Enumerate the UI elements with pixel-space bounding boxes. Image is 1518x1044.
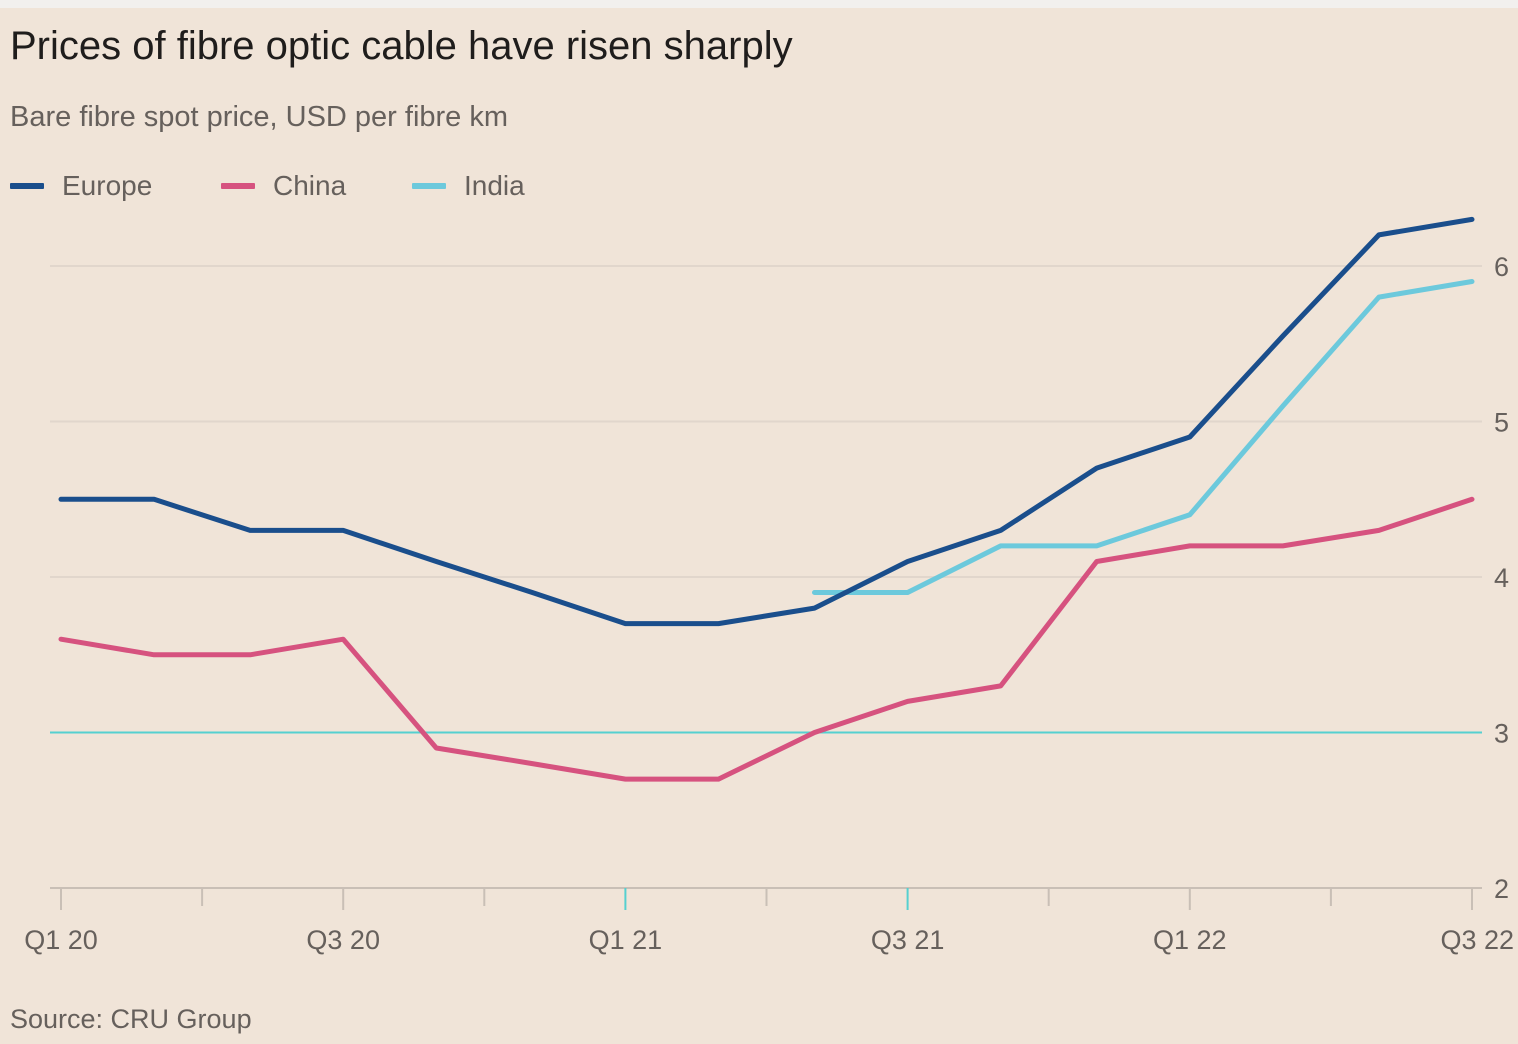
legend-swatch-india bbox=[412, 183, 446, 189]
legend-label-europe: Europe bbox=[62, 170, 153, 201]
legend-item-europe: Europe bbox=[10, 168, 152, 204]
y-tick-label-3: 3 bbox=[1494, 719, 1509, 749]
legend-label-china: China bbox=[273, 170, 347, 201]
series-line-india bbox=[812, 279, 1475, 595]
y-tick-label-5: 5 bbox=[1494, 408, 1509, 438]
chart-legend: Europe China India bbox=[10, 168, 910, 204]
legend-item-india: India bbox=[412, 168, 525, 204]
x-tick-label-q3-20: Q3 20 bbox=[306, 925, 380, 955]
legend-swatch-europe bbox=[10, 183, 44, 189]
series-line-europe bbox=[58, 216, 1475, 627]
top-bar bbox=[0, 0, 1518, 8]
y-tick-label-2: 2 bbox=[1494, 874, 1509, 904]
chart-title: Prices of fibre optic cable have risen s… bbox=[10, 24, 793, 68]
legend-item-china: China bbox=[221, 168, 346, 204]
x-tick-label-q1-22: Q1 22 bbox=[1153, 925, 1227, 955]
legend-label-india: India bbox=[464, 170, 525, 201]
x-tick-label-q1-21: Q1 21 bbox=[589, 925, 663, 955]
chart-source: Source: CRU Group bbox=[10, 1004, 252, 1034]
x-tick-label-q3-21: Q3 21 bbox=[871, 925, 945, 955]
x-tick-label-q1-20: Q1 20 bbox=[24, 925, 98, 955]
x-tick-label-q3-22: Q3 22 bbox=[1440, 925, 1514, 955]
y-tick-label-6: 6 bbox=[1494, 252, 1509, 282]
legend-swatch-china bbox=[221, 183, 255, 189]
series-line-china bbox=[58, 496, 1475, 782]
chart-subtitle: Bare fibre spot price, USD per fibre km bbox=[10, 101, 509, 133]
y-tick-label-4: 4 bbox=[1494, 563, 1509, 593]
